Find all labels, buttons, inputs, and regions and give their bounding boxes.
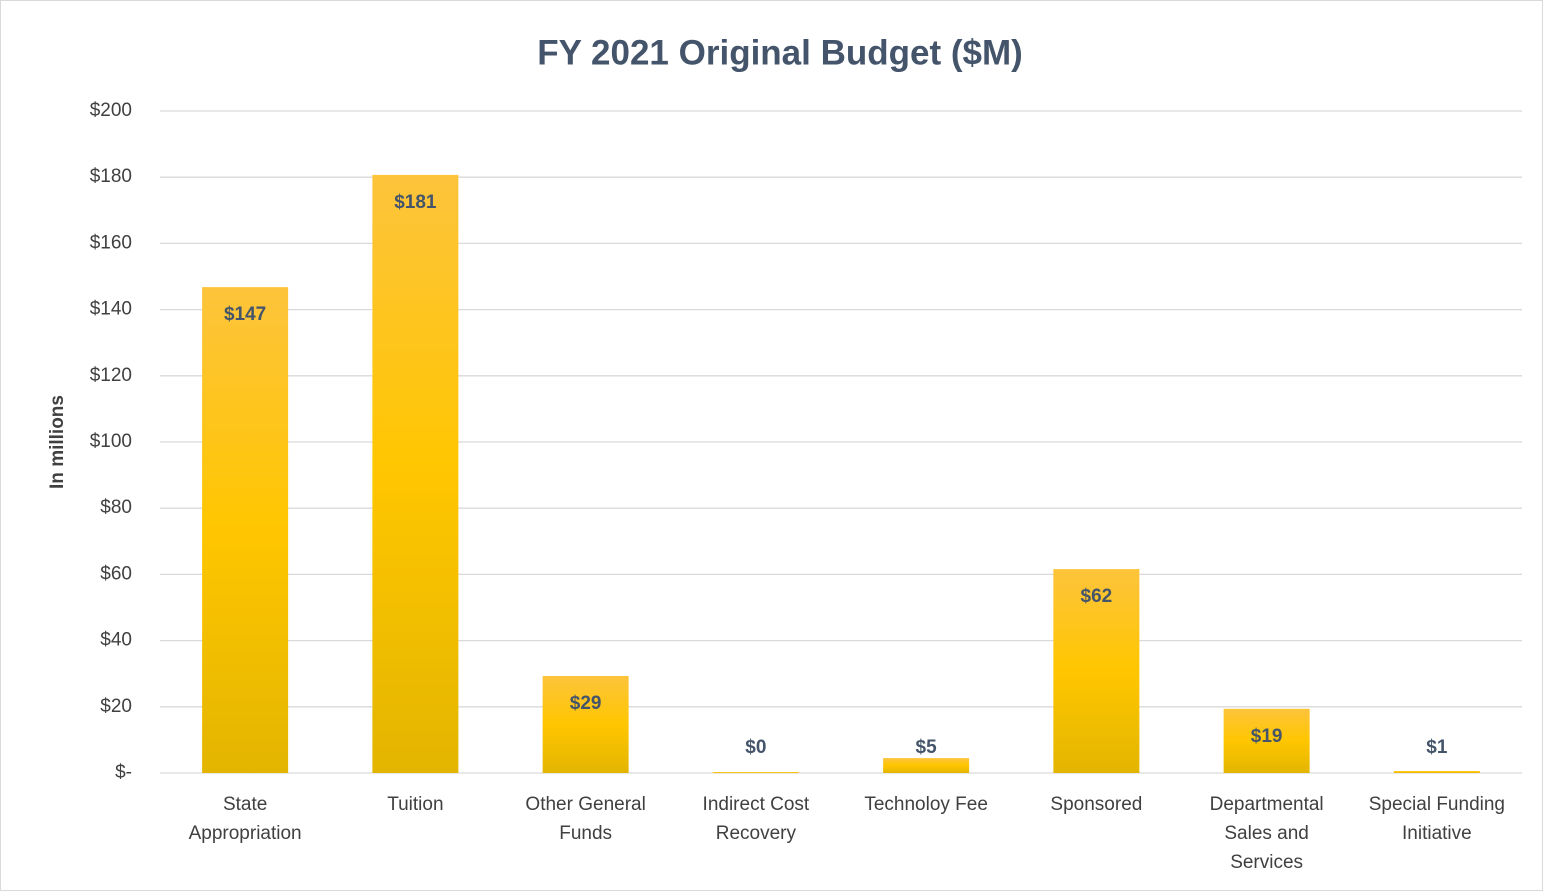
data-label: $147 (224, 304, 266, 325)
y-tick-label: $40 (100, 630, 132, 651)
y-tick-label: $- (115, 762, 132, 783)
bar (883, 758, 970, 773)
bar (1223, 708, 1310, 773)
x-tick-label: Special Funding Initiative (1368, 794, 1505, 844)
y-axis-label: In millions (47, 395, 68, 489)
data-label: $19 (1251, 726, 1283, 747)
y-tick-label: $140 (90, 299, 132, 320)
y-tick-label: $80 (100, 497, 132, 518)
y-tick-label: $60 (100, 563, 132, 584)
data-label: $181 (394, 192, 437, 213)
x-tick-label: Departmental Sales and Services (1209, 794, 1324, 873)
x-tick-label: Indirect Cost Recovery (702, 794, 810, 844)
y-tick-label: $160 (90, 232, 132, 253)
y-tick-label: $100 (90, 431, 132, 452)
bar (202, 287, 289, 773)
x-tick-label: Technoloy Fee (864, 794, 988, 815)
chart-title: FY 2021 Original Budget ($M) (537, 33, 1023, 72)
data-label: $0 (745, 737, 766, 758)
bar (542, 676, 629, 773)
data-label: $29 (570, 693, 602, 714)
y-tick-label: $120 (90, 365, 132, 386)
y-tick-label: $200 (90, 100, 132, 121)
data-label: $5 (916, 737, 938, 758)
x-tick-label: Sponsored (1050, 794, 1143, 815)
bar (1053, 569, 1140, 773)
bar (372, 174, 459, 773)
x-tick-label: Other General Funds (525, 794, 646, 844)
x-tick-label: State Appropriation (188, 794, 302, 844)
x-tick-label: Tuition (387, 794, 444, 815)
bar (1393, 771, 1480, 773)
y-tick-label: $180 (90, 166, 132, 187)
data-label: $1 (1426, 737, 1448, 758)
bar (712, 772, 799, 774)
y-tick-label: $20 (100, 696, 132, 717)
data-label: $62 (1081, 586, 1113, 607)
